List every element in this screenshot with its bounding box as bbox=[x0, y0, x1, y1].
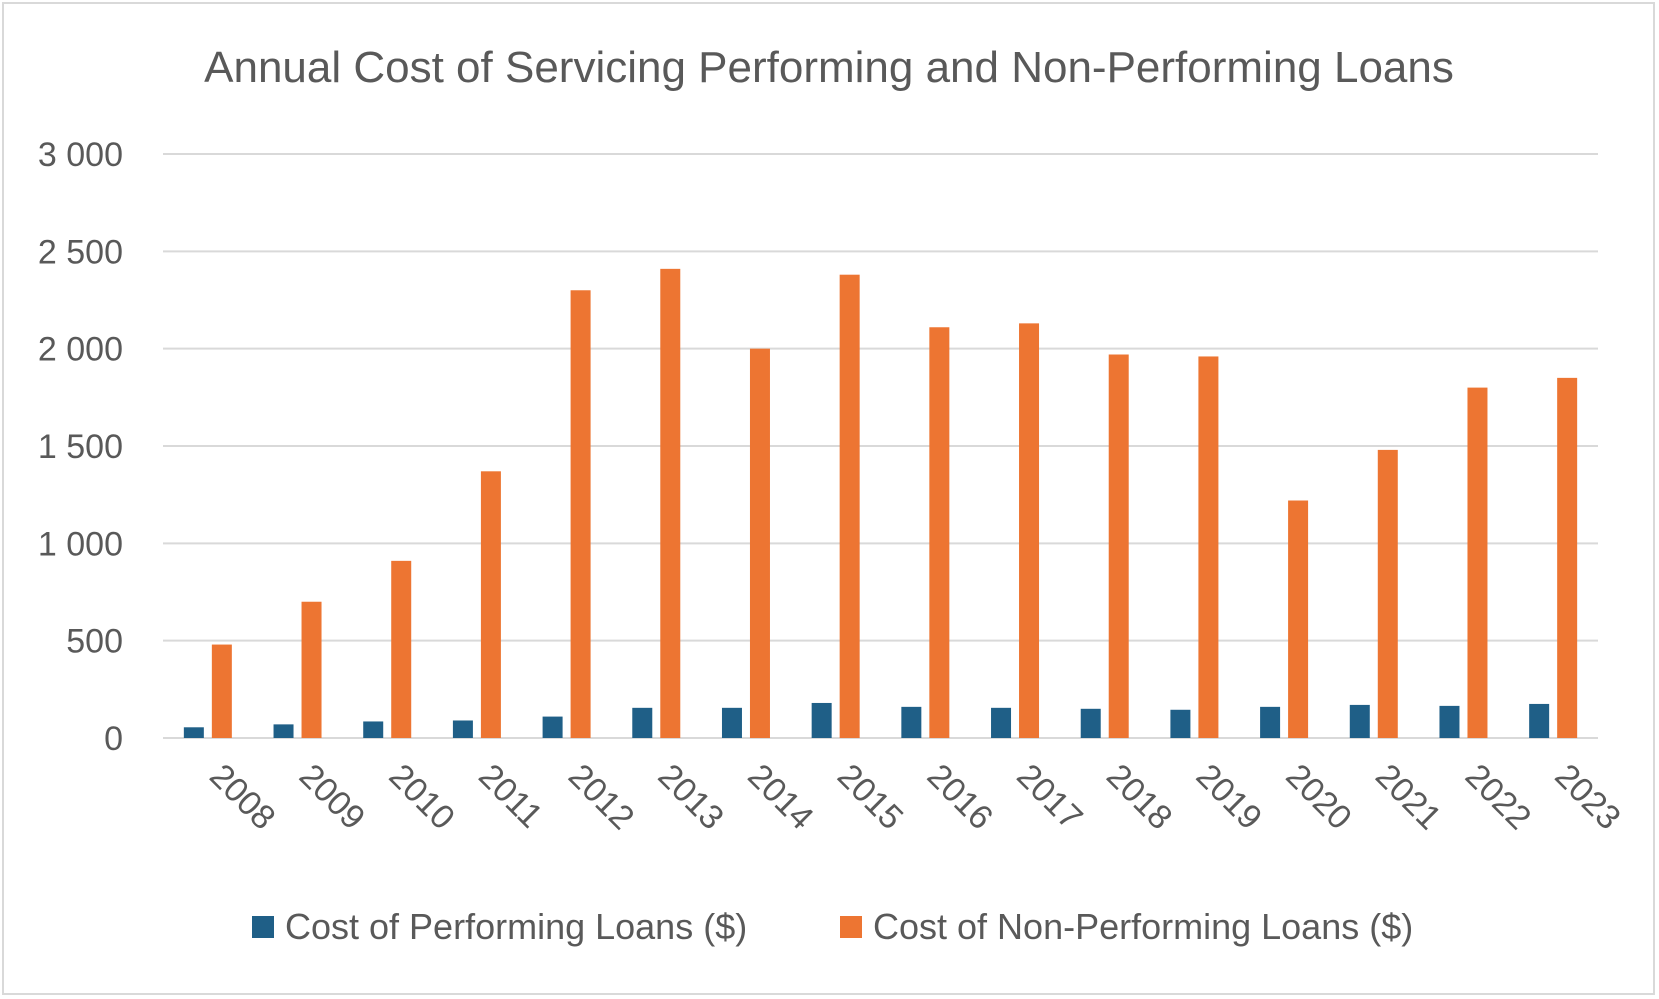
bar-performing-2020 bbox=[1260, 706, 1281, 738]
bar-non-performing-2012 bbox=[570, 290, 591, 738]
x-tick-label: 2018 bbox=[1099, 757, 1179, 837]
x-tick-label: 2017 bbox=[1009, 757, 1089, 837]
bar-performing-2015 bbox=[811, 702, 832, 738]
x-tick-label: 2012 bbox=[561, 757, 641, 837]
legend-label: Cost of Performing Loans ($) bbox=[285, 906, 747, 947]
bar-non-performing-2016 bbox=[929, 327, 950, 738]
bar-performing-2018 bbox=[1080, 708, 1101, 738]
legend-swatch bbox=[252, 916, 274, 938]
bar-non-performing-2015 bbox=[839, 274, 860, 738]
bar-performing-2013 bbox=[632, 707, 653, 738]
bar-performing-2010 bbox=[363, 721, 384, 738]
bar-performing-2011 bbox=[452, 720, 473, 738]
x-tick-label: 2023 bbox=[1547, 757, 1627, 837]
x-tick-label: 2011 bbox=[471, 757, 550, 836]
x-tick-label: 2016 bbox=[920, 757, 1000, 837]
x-tick-label: 2020 bbox=[1278, 757, 1358, 837]
bar-non-performing-2022 bbox=[1467, 387, 1488, 738]
y-tick-label: 500 bbox=[66, 623, 123, 661]
x-tick-label: 2008 bbox=[202, 757, 282, 837]
y-tick-label: 0 bbox=[104, 720, 123, 758]
bar-non-performing-2018 bbox=[1108, 354, 1129, 738]
bar-performing-2022 bbox=[1439, 705, 1460, 738]
y-axis-tick-labels: 0 500 1 000 1 500 2 000 2 500 3 000 bbox=[38, 136, 123, 758]
legend-swatch bbox=[840, 916, 862, 938]
x-tick-label: 2015 bbox=[830, 757, 910, 837]
bar-non-performing-2017 bbox=[1019, 323, 1040, 738]
x-tick-label: 2009 bbox=[292, 757, 372, 837]
bar-performing-2021 bbox=[1349, 704, 1370, 738]
x-tick-label: 2014 bbox=[740, 757, 820, 837]
bar-non-performing-2023 bbox=[1557, 377, 1578, 738]
y-tick-label: 3 000 bbox=[38, 136, 123, 174]
bar-performing-2016 bbox=[901, 706, 922, 738]
y-tick-label: 1 500 bbox=[38, 428, 123, 466]
bar-non-performing-2021 bbox=[1377, 449, 1398, 738]
bar-performing-2009 bbox=[273, 724, 294, 738]
x-tick-label: 2019 bbox=[1189, 757, 1269, 837]
bar-performing-2019 bbox=[1170, 709, 1191, 738]
x-axis-tick-labels: 2008 2009 2010 2011 2012 2013 2014 2015 2016 2017… bbox=[202, 757, 1628, 837]
legend: Cost of Performing Loans ($) Cost of Non-… bbox=[252, 906, 1413, 947]
bar-performing-2008 bbox=[183, 727, 204, 738]
bar-performing-2023 bbox=[1529, 703, 1550, 738]
bar-performing-2012 bbox=[542, 716, 563, 738]
series-performing-loans bbox=[183, 702, 1550, 738]
bar-non-performing-2008 bbox=[211, 644, 232, 738]
bar-non-performing-2014 bbox=[749, 348, 770, 738]
legend-item-performing-loans: Cost of Performing Loans ($) bbox=[252, 906, 747, 947]
legend-item-non-performing-loans: Cost of Non-Performing Loans ($) bbox=[840, 906, 1413, 947]
x-tick-label: 2022 bbox=[1458, 757, 1538, 837]
y-tick-label: 2 000 bbox=[38, 331, 123, 369]
bar-non-performing-2019 bbox=[1198, 356, 1219, 738]
x-tick-label: 2010 bbox=[382, 757, 462, 837]
x-tick-label: 2021 bbox=[1368, 757, 1448, 837]
series-non-performing-loans bbox=[211, 268, 1578, 738]
bar-non-performing-2010 bbox=[391, 560, 412, 738]
chart-title: Annual Cost of Servicing Performing and … bbox=[204, 43, 1454, 92]
x-tick-label: 2013 bbox=[651, 757, 731, 837]
bar-performing-2017 bbox=[991, 707, 1012, 738]
bars bbox=[183, 268, 1578, 738]
bar-non-performing-2011 bbox=[480, 471, 501, 738]
bar-performing-2014 bbox=[721, 707, 742, 738]
bar-non-performing-2020 bbox=[1288, 500, 1309, 738]
bar-non-performing-2009 bbox=[301, 601, 322, 738]
bar-non-performing-2013 bbox=[660, 268, 681, 738]
legend-label: Cost of Non-Performing Loans ($) bbox=[873, 906, 1413, 947]
y-tick-label: 1 000 bbox=[38, 525, 123, 563]
y-tick-label: 2 500 bbox=[38, 233, 123, 271]
